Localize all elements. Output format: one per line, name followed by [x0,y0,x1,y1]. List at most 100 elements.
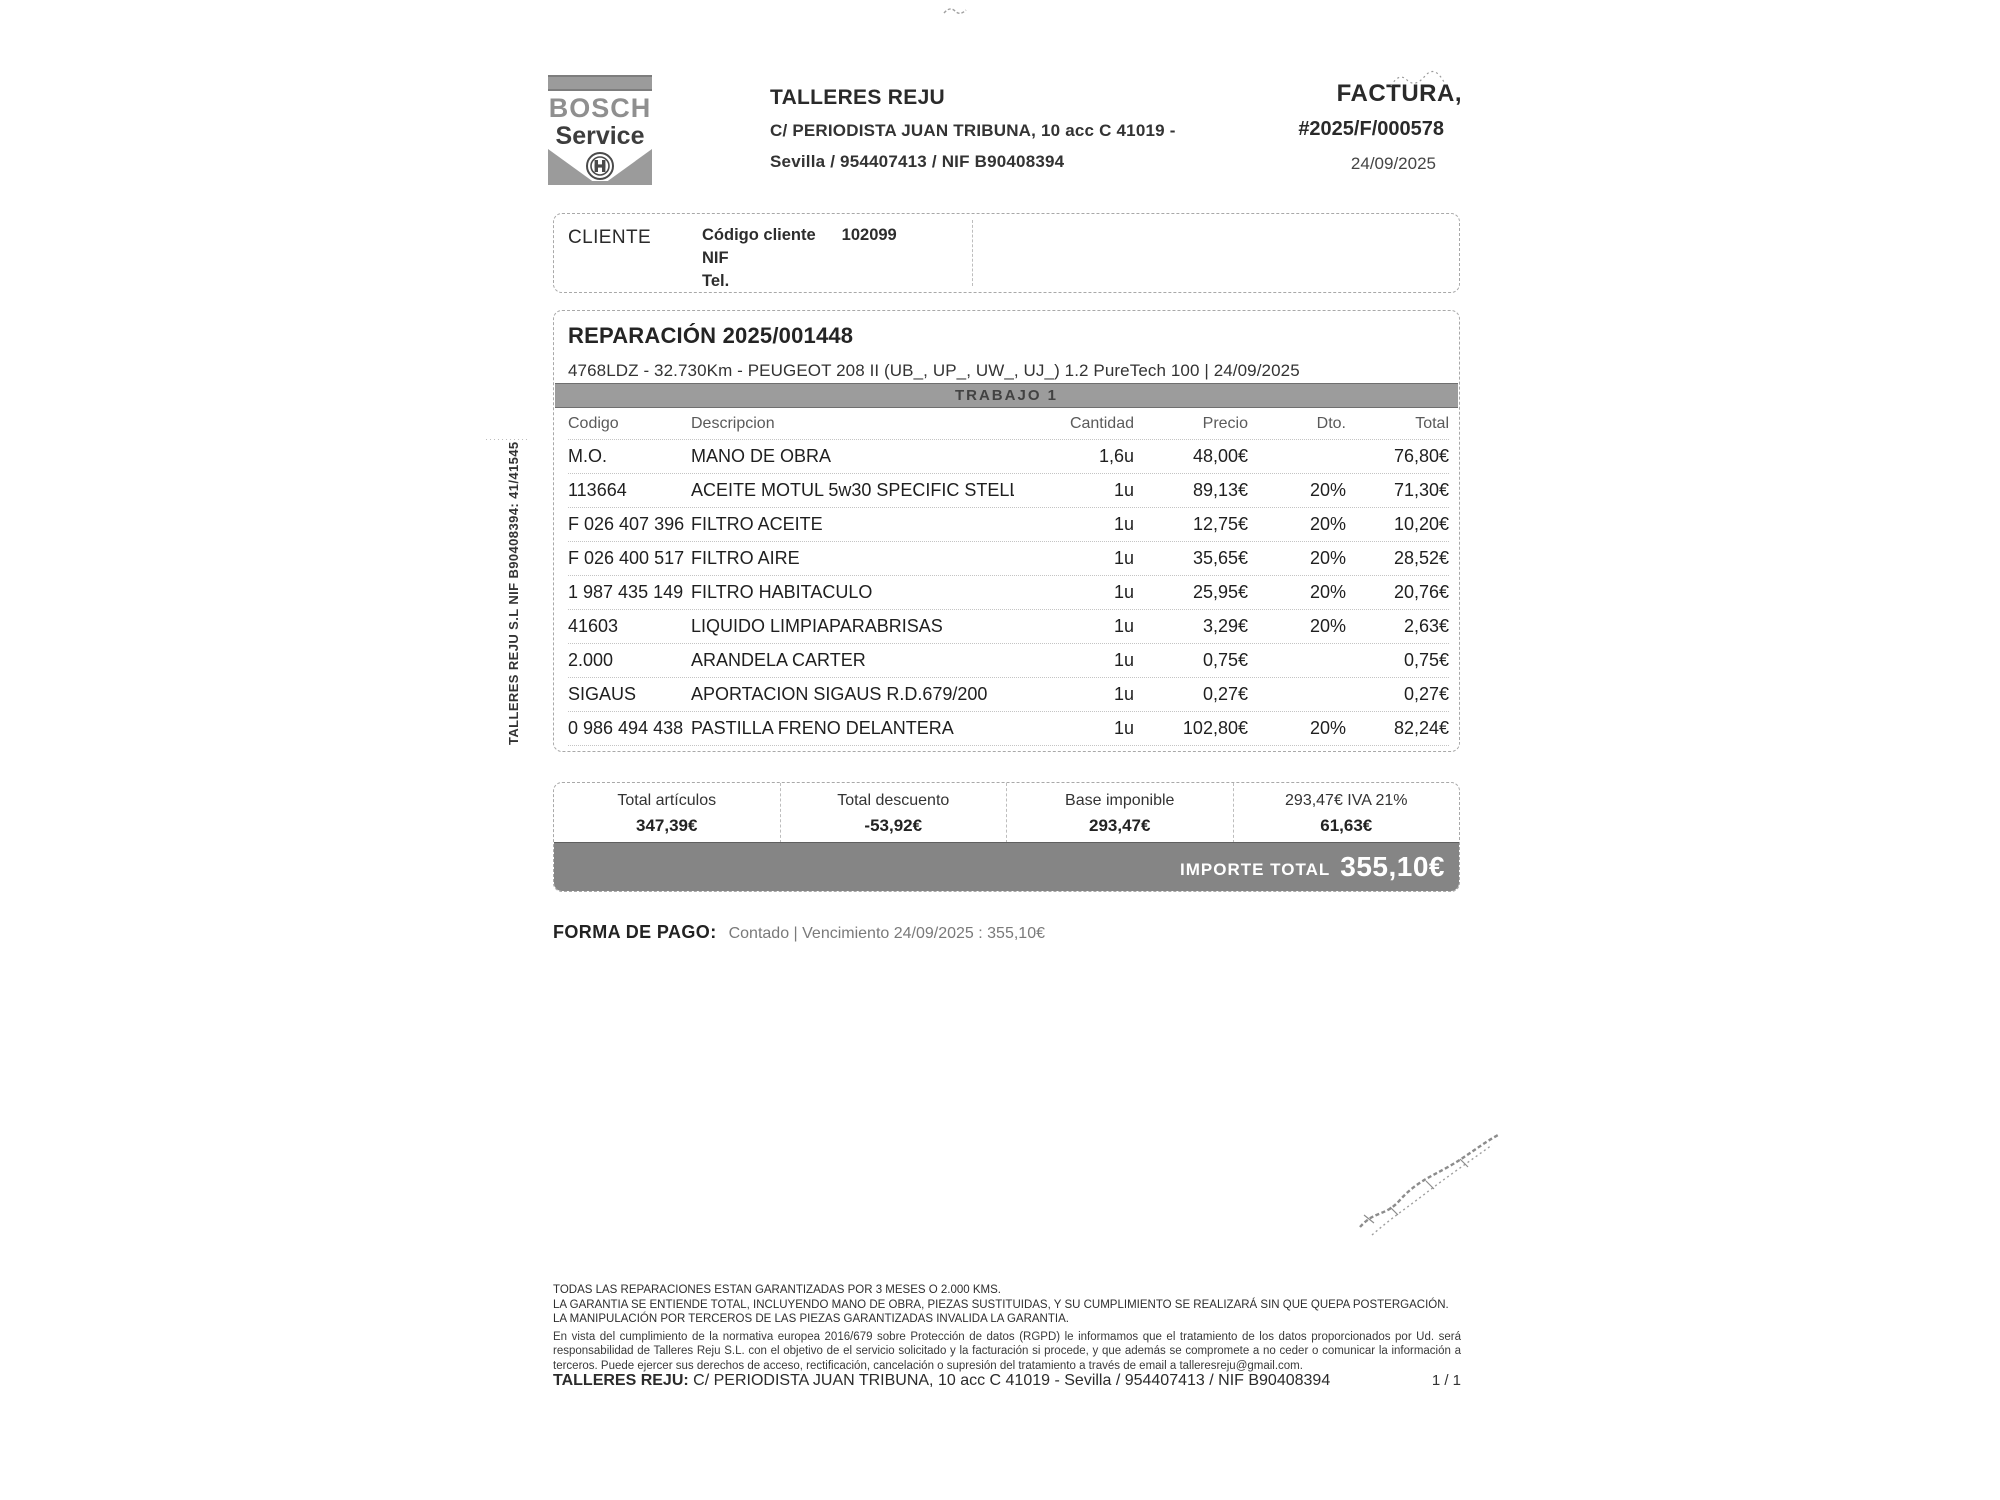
cliente-label: CLIENTE [568,227,652,248]
cell-total: 20,76€ [1393,582,1449,602]
total-articulos-cell: Total artículos 347,39€ [554,783,781,843]
cell-descripcion: FILTRO ACEITE [691,514,823,534]
total-descuento-value: -53,92€ [864,816,923,835]
cell-total: 28,52€ [1393,548,1449,568]
cell-dto: 20% [1309,582,1346,602]
cell-codigo: M.O. [568,446,607,466]
invoice-number: #2025/F/000578 [1298,118,1444,140]
cell-total: 0,27€ [1403,684,1449,704]
cell-cantidad: 1u [1113,718,1134,738]
cell-codigo: 0 986 494 438 [568,718,684,738]
cell-cantidad: 1u [1113,616,1134,636]
cell-dto: 20% [1309,548,1346,568]
cell-codigo: 1 987 435 149 [568,582,684,602]
cell-cantidad: 1u [1113,548,1134,568]
trabajo-banner: TRABAJO 1 [555,383,1458,408]
work-table-header: Codigo Descripcion Cantidad Precio Dto. … [568,409,1449,440]
logo-service-text: Service [555,122,645,150]
cell-dto: 20% [1309,616,1346,636]
importe-total-value: 355,10€ [1340,851,1445,882]
logo-bosch-text: BOSCH [548,93,652,123]
cliente-tel-label: Tel. [702,272,730,290]
bosch-service-logo: BOSCH Service [548,75,652,185]
footer-company-address: C/ PERIODISTA JUAN TRIBUNA, 10 acc C 410… [688,1372,1331,1389]
cliente-codigo-row: Código cliente 102099 [702,224,897,247]
cell-total: 82,24€ [1393,718,1449,738]
cell-precio: 89,13€ [1192,480,1248,500]
importe-total-label: IMPORTE TOTAL [1180,860,1331,879]
bosch-anchor-icon [548,149,652,185]
cell-descripcion: FILTRO AIRE [691,548,800,568]
work-table: Codigo Descripcion Cantidad Precio Dto. … [554,409,1459,746]
cell-codigo: 113664 [568,480,627,500]
garantia-line1: TODAS LAS REPARACIONES ESTAN GARANTIZADA… [553,1284,1001,1296]
invoice-meta: FACTURA, #2025/F/000578 24/09/2025 [1210,80,1462,174]
header-codigo: Codigo [568,415,619,432]
company-address-line2: Sevilla / 954407413 / NIF B90408394 [770,152,1065,171]
cell-codigo: 41603 [568,616,619,636]
total-descuento-label: Total descuento [837,792,950,809]
cell-descripcion: APORTACION SIGAUS R.D.679/200 [691,684,988,704]
codigo-cliente-value: 102099 [841,226,897,244]
iva-label: 293,47€ IVA 21% [1285,792,1408,809]
header-total: Total [1415,415,1449,432]
vehicle-info: 4768LDZ - 32.730Km - PEUGEOT 208 II (UB_… [568,361,1300,380]
footer-fineprint: TODAS LAS REPARACIONES ESTAN GARANTIZADA… [553,1283,1461,1373]
cell-cantidad: 1u [1113,480,1134,500]
table-row: SIGAUS APORTACION SIGAUS R.D.679/200 1u … [568,678,1449,712]
cell-cantidad: 1u [1113,650,1134,670]
cell-descripcion: PASTILLA FRENO DELANTERA [691,718,954,738]
table-row: 0 986 494 438 PASTILLA FRENO DELANTERA 1… [568,712,1449,746]
cell-cantidad: 1u [1113,684,1134,704]
table-row: F 026 400 517 FILTRO AIRE 1u 35,65€ 20% … [568,542,1449,576]
importe-total-banner: IMPORTE TOTAL 355,10€ [554,842,1459,891]
cell-cantidad: 1u [1113,514,1134,534]
cell-codigo: SIGAUS [568,684,637,704]
base-imponible-label: Base imponible [1065,792,1175,809]
cliente-fields: Código cliente 102099 NIF Tel. [702,224,897,293]
side-vertical-note: TALLERES REJU S.L NIF B90408394: 41/4154… [506,441,521,746]
cell-precio: 0,27€ [1202,684,1248,704]
cell-codigo: F 026 407 396 [568,514,685,534]
cell-dto: 20% [1309,514,1346,534]
header-dto: Dto. [1316,415,1346,432]
company-header: TALLERES REJU C/ PERIODISTA JUAN TRIBUNA… [770,86,1330,172]
scan-artifact-dots: ··········· [485,434,529,444]
cell-descripcion: ARANDELA CARTER [691,650,866,670]
cell-total: 0,75€ [1403,650,1449,670]
cliente-box: CLIENTE Código cliente 102099 NIF Tel. [553,213,1460,293]
header-precio: Precio [1202,415,1248,432]
cell-descripcion: FILTRO HABITACULO [691,582,873,602]
iva-value: 61,63€ [1320,816,1373,835]
header-descripcion: Descripcion [691,415,775,432]
scan-artifact-factura [1390,70,1446,87]
cell-codigo: 2.000 [568,650,614,670]
cell-precio: 35,65€ [1192,548,1248,568]
total-articulos-label: Total artículos [617,792,717,809]
logo-top-bar [548,75,652,91]
table-row: F 026 407 396 FILTRO ACEITE 1u 12,75€ 20… [568,508,1449,542]
company-name: TALLERES REJU [770,86,946,109]
footer-company-name: TALLERES REJU: [553,1372,689,1389]
payment-row: FORMA DE PAGO: Contado | Vencimiento 24/0… [553,922,1045,943]
forma-de-pago-value: Contado | Vencimiento 24/09/2025 : 355,1… [728,925,1045,942]
table-row: 2.000 ARANDELA CARTER 1u 0,75€ 0,75€ [568,644,1449,678]
cell-precio: 102,80€ [1182,718,1248,738]
reparacion-box: REPARACIÓN 2025/001448 4768LDZ - 32.730K… [553,310,1460,752]
cell-total: 71,30€ [1393,480,1449,500]
table-row: 113664 ACEITE MOTUL 5w30 SPECIFIC STELLA… [568,474,1449,508]
table-row: M.O. MANO DE OBRA 1,6u 48,00€ 76,80€ [568,440,1449,474]
cell-dto: 20% [1309,718,1346,738]
cell-descripcion: MANO DE OBRA [691,446,832,466]
cell-codigo: F 026 400 517 [568,548,685,568]
base-imponible-cell: Base imponible 293,47€ [1007,783,1234,843]
page-indicator: 1 / 1 [1431,1372,1461,1389]
footer-company-text: TALLERES REJU: C/ PERIODISTA JUAN TRIBUN… [553,1372,1330,1390]
totals-cells: Total artículos 347,39€ Total descuento … [554,783,1459,843]
table-row: 1 987 435 149 FILTRO HABITACULO 1u 25,95… [568,576,1449,610]
total-articulos-value: 347,39€ [636,816,698,835]
invoice-type-label: FACTURA, [1336,80,1462,107]
cell-precio: 48,00€ [1192,446,1248,466]
cliente-box-divider [972,220,973,286]
cell-cantidad: 1u [1113,582,1134,602]
